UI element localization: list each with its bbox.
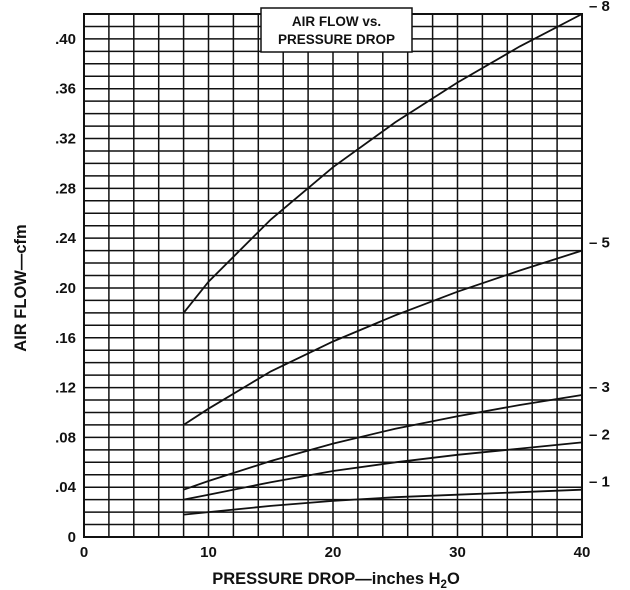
series-line-3 [183, 394, 583, 491]
y-tick-label: .08 [55, 429, 76, 446]
series-labels: – 8 – 5 – 3 – 2 – 1 [589, 0, 610, 491]
series-label: – 2 [589, 426, 610, 443]
x-axis-title-main: PRESSURE DROP—inches H [212, 570, 440, 588]
x-axis-title: PRESSURE DROP—inches H2O [212, 570, 460, 590]
tick-labels: 0 10 20 30 40 0 .04 .08 .12 .16 .20 .24 .28 .32 .36 .40 [55, 31, 590, 561]
x-tick-label: 30 [449, 544, 466, 561]
y-tick-label: .24 [55, 230, 77, 247]
y-tick-label: .12 [55, 380, 76, 397]
y-tick-label: .20 [55, 280, 76, 297]
x-tick-label: 40 [574, 544, 591, 561]
x-axis-title-suffix: O [447, 570, 460, 588]
chart-title-line-2: PRESSURE DROP [278, 32, 395, 47]
y-tick-label: .40 [55, 31, 76, 48]
x-tick-label: 0 [80, 544, 88, 561]
x-tick-label: 20 [325, 544, 342, 561]
series-curves [182, 13, 583, 516]
series-line-5 [183, 488, 583, 516]
y-tick-label: .16 [55, 330, 76, 347]
series-label: – 5 [589, 235, 610, 252]
grid [83, 13, 583, 538]
y-tick-label: .32 [55, 131, 76, 148]
x-tick-label: 10 [200, 544, 217, 561]
y-tick-label: .36 [55, 81, 76, 98]
y-axis-title: AIR FLOW—cfm [12, 224, 30, 351]
series-label: – 3 [589, 379, 610, 396]
series-line-4 [183, 441, 583, 501]
series-line-1 [182, 13, 583, 314]
series-label: – 1 [589, 474, 610, 491]
y-tick-label: .28 [55, 180, 76, 197]
x-axis-title-subscript: 2 [441, 579, 447, 590]
series-label: – 8 [589, 0, 610, 15]
title-box-frame [260, 7, 413, 53]
y-tick-label: 0 [68, 529, 76, 546]
chart-title-line-1: AIR FLOW vs. [292, 14, 381, 29]
series-line-2 [183, 249, 583, 426]
title-box: AIR FLOW vs. PRESSURE DROP [260, 7, 413, 53]
y-tick-label: .04 [55, 479, 77, 496]
